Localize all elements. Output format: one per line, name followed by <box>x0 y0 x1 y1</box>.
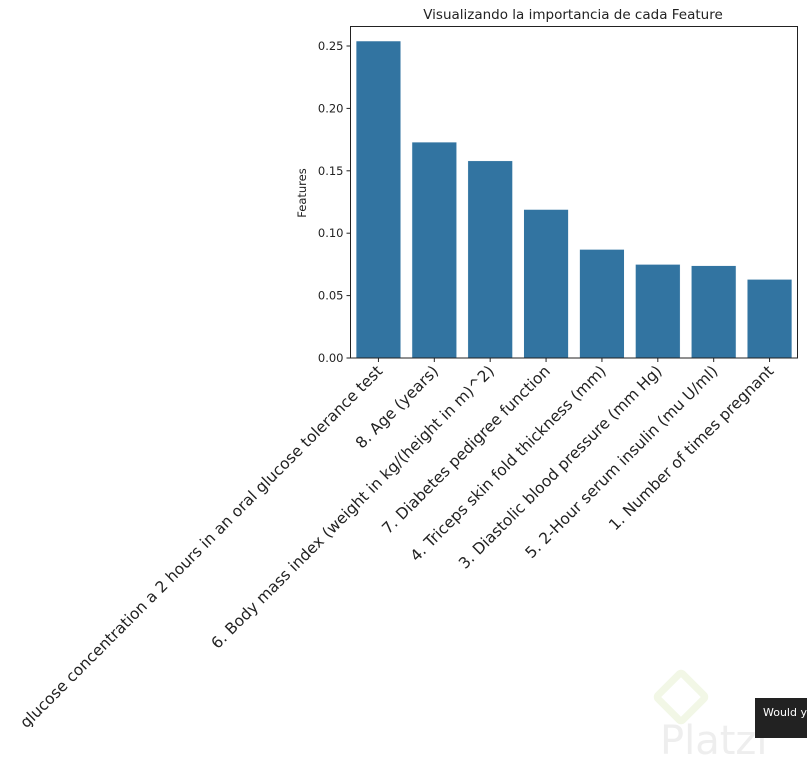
bar <box>691 265 737 359</box>
y-tick-label: 0.15 <box>318 164 344 178</box>
y-tick-label: 0.05 <box>318 289 344 303</box>
x-tick-label: 3. Diastolic blood pressure (mm Hg) <box>455 362 665 572</box>
bar <box>355 40 402 359</box>
bar <box>746 279 793 359</box>
prompt-tooltip[interactable]: Would you <box>755 698 807 738</box>
y-tick-label: 0.25 <box>318 39 344 53</box>
y-tick-label: 0.00 <box>318 351 344 365</box>
bar <box>635 264 681 359</box>
y-tick-label: 0.20 <box>318 101 344 115</box>
y-tick-label: 0.10 <box>318 226 344 240</box>
bar <box>411 141 457 359</box>
plot-frame <box>350 26 798 359</box>
tooltip-text: Would you <box>763 706 807 719</box>
x-tick-label: 2. Plasma glucose concentration a 2 hour… <box>0 362 386 727</box>
bar <box>579 249 625 359</box>
x-tick-label: 4. Triceps skin fold thickness (mm) <box>407 362 610 565</box>
y-axis-label: Features <box>295 168 309 217</box>
bar <box>523 209 569 359</box>
bar-chart: Visualizando la importancia de cada Feat… <box>0 7 798 727</box>
watermark-text: Platzi <box>660 718 768 764</box>
chart-title: Visualizando la importancia de cada Feat… <box>423 7 723 23</box>
bar <box>467 160 513 359</box>
